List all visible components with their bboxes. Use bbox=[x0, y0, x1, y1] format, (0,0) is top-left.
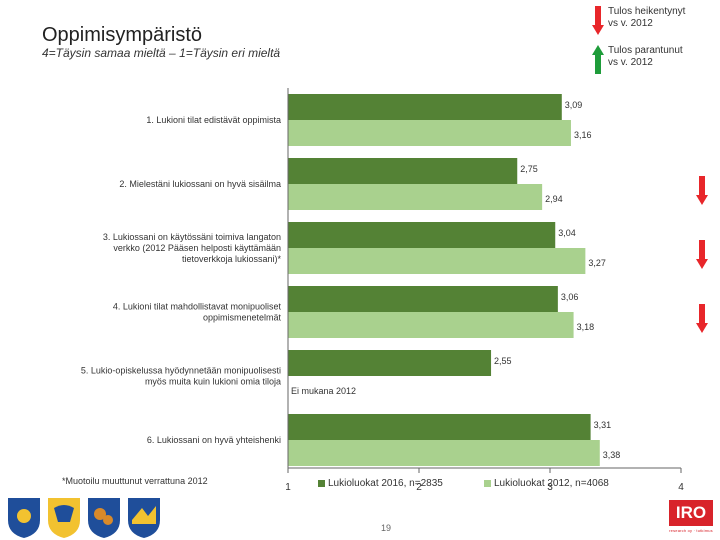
bar-value-label: 3,16 bbox=[574, 130, 592, 140]
bar-value-label: 3,27 bbox=[588, 258, 606, 268]
crest-icon bbox=[88, 498, 120, 538]
bar-2016 bbox=[288, 350, 492, 376]
down-arrow-icon bbox=[696, 176, 708, 205]
legend-2016: Lukioluokat 2016, n=2835 bbox=[318, 478, 443, 489]
down-arrow-icon bbox=[696, 240, 708, 269]
bar-value-label: 2,55 bbox=[494, 356, 512, 366]
crest-icon bbox=[48, 498, 80, 538]
bar-2016 bbox=[288, 158, 518, 184]
bar-value-label: 3,38 bbox=[603, 450, 621, 460]
up-arrow-icon bbox=[592, 45, 604, 74]
legend-2012-label: Lukioluokat 2012, n=4068 bbox=[494, 478, 609, 489]
bar-2016 bbox=[288, 94, 562, 120]
legend-2016-swatch bbox=[318, 479, 325, 487]
bar-2012 bbox=[288, 184, 543, 210]
bar-2012 bbox=[288, 120, 571, 146]
municipal-crests bbox=[8, 498, 160, 538]
x-tick-label: 3 bbox=[547, 482, 553, 493]
bar-value-labels: 3,09 3,16 2,75 2,94 3,04 3,27 3,06 3,18 2,55 Ei m… bbox=[291, 100, 620, 460]
x-axis: 1 2 3 4 bbox=[285, 88, 684, 493]
iro-logo-mark: IRO bbox=[669, 500, 713, 526]
footnote: *Muotoilu muuttunut verrattuna 2012 bbox=[62, 476, 208, 486]
bar-value-label: 3,18 bbox=[577, 322, 595, 332]
category-label: 6. Lukiossani on hyvä yhteishenki bbox=[147, 435, 281, 445]
bar-value-label: 3,09 bbox=[565, 100, 583, 110]
bar-2016 bbox=[288, 286, 558, 312]
legend-2016-label: Lukioluokat 2016, n=2835 bbox=[328, 478, 443, 489]
crest-icon bbox=[128, 498, 160, 538]
legend-2012-swatch bbox=[484, 479, 491, 487]
crest-icon bbox=[8, 498, 40, 538]
bar-value-label: 2,75 bbox=[520, 164, 538, 174]
bar-value-label: Ei mukana 2012 bbox=[291, 386, 356, 396]
page-title: Oppimisympäristö bbox=[42, 24, 203, 46]
category-label: 1. Lukioni tilat edistävät oppimista bbox=[146, 115, 281, 125]
iro-logo: IRO research oy · tutkimus bbox=[669, 500, 713, 536]
page-number: 19 bbox=[381, 523, 392, 533]
category-label: 3. Lukiossani on käytössäni toimiva lang… bbox=[103, 232, 282, 264]
bar-value-label: 3,04 bbox=[558, 228, 576, 238]
bar-value-label: 2,94 bbox=[545, 194, 563, 204]
legend-2012: Lukioluokat 2012, n=4068 bbox=[484, 478, 609, 489]
x-tick-label: 2 bbox=[416, 482, 422, 493]
bar-2012 bbox=[288, 248, 586, 274]
bars bbox=[288, 94, 600, 466]
bar-2016 bbox=[288, 222, 556, 248]
legend-worse-label: Tulos heikentynyt vs v. 2012 bbox=[608, 6, 686, 29]
bar-2012 bbox=[288, 440, 600, 466]
iro-logo-subtext: research oy · tutkimus bbox=[669, 528, 713, 533]
legend-better-label: Tulos parantunut vs v. 2012 bbox=[608, 45, 683, 68]
bar-2012 bbox=[288, 312, 574, 338]
x-tick-label: 4 bbox=[678, 482, 684, 493]
down-arrow-icon bbox=[696, 304, 708, 333]
category-label: 5. Lukio-opiskelussa hyödynnetään monipu… bbox=[81, 366, 281, 387]
x-tick-label: 1 bbox=[285, 482, 291, 493]
down-arrow-icon bbox=[592, 6, 604, 35]
bar-2016 bbox=[288, 414, 591, 440]
category-label: 2. Mielestäni lukiossani on hyvä sisäilm… bbox=[119, 179, 281, 189]
bar-value-label: 3,31 bbox=[594, 420, 612, 430]
scale-subtitle: 4=Täysin samaa mieltä – 1=Täysin eri mie… bbox=[42, 46, 281, 60]
change-markers bbox=[696, 176, 708, 333]
bar-value-label: 3,06 bbox=[561, 292, 579, 302]
category-label: 4. Lukioni tilat mahdollistavat monipuol… bbox=[113, 302, 282, 323]
category-labels: 1. Lukioni tilat edistävät oppimista 2. M… bbox=[81, 115, 282, 445]
